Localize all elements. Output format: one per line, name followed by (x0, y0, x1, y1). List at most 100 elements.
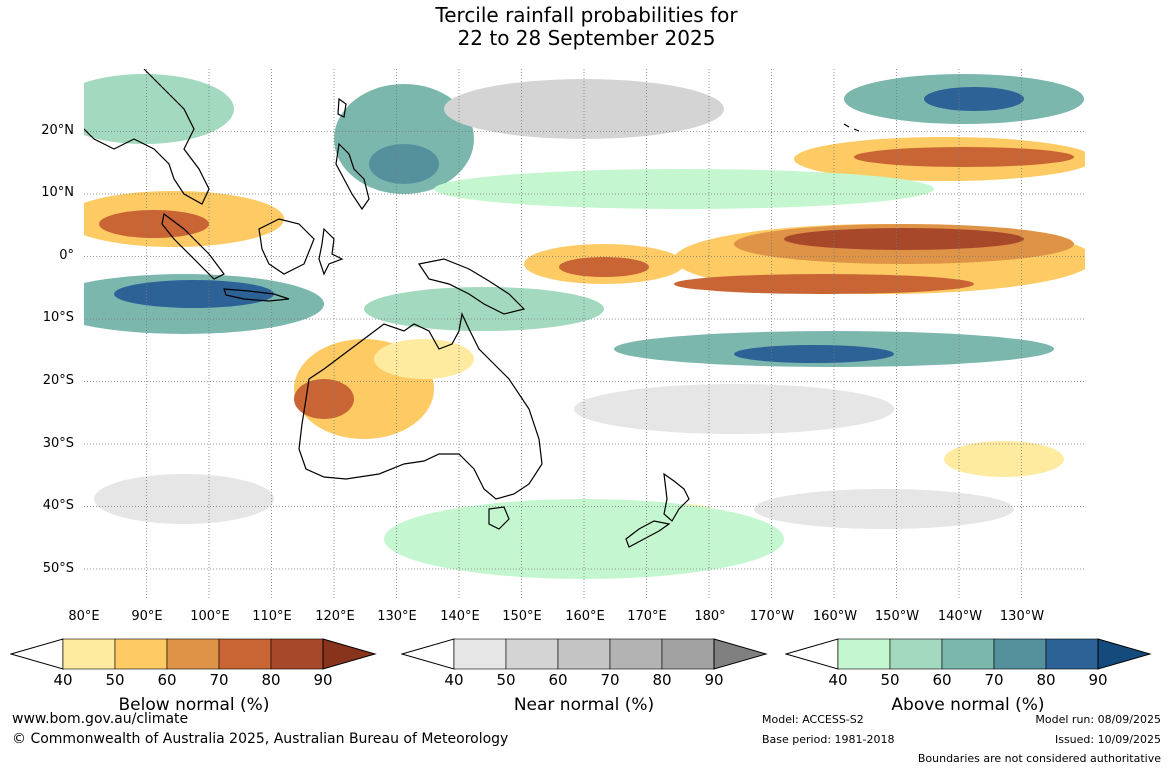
colorbar-below-normal (10, 638, 377, 670)
colorbar-below-swatches (10, 638, 377, 670)
below-field-indian-core (99, 210, 209, 238)
lon-label: 120°E (315, 609, 355, 624)
colorbar-tick: 50 (880, 671, 900, 689)
title-line-2: 22 to 28 September 2025 (457, 26, 716, 50)
colorbar-swatch (941, 638, 995, 670)
lat-label: 10°N (41, 185, 74, 200)
lon-label: 100°E (190, 609, 230, 624)
copyright-text: © Commonwealth of Australia 2025, Austra… (12, 731, 509, 747)
coastlines (84, 69, 860, 548)
indochina-coastline (84, 69, 210, 205)
colorbar-tick: 80 (261, 671, 281, 689)
lat-label: 50°S (42, 561, 74, 576)
issued-date: Issued: 10/09/2025 (1054, 733, 1161, 746)
new-zealand-south-island (625, 520, 671, 548)
colorbar-swatch (270, 638, 324, 670)
colorbar-tick: 50 (496, 671, 516, 689)
near-normal-title: Near normal (%) (513, 695, 655, 715)
lat-label: 20°N (41, 123, 74, 138)
lat-label: 0° (59, 248, 74, 263)
colorbar-tick: 90 (1088, 671, 1108, 689)
taiwan-coastline (337, 97, 347, 118)
above-normal-title: Above normal (%) (891, 695, 1045, 715)
colorbar-tick: 60 (548, 671, 568, 689)
colorbar-swatch-high (1097, 638, 1152, 670)
above-field-indonesia-core (114, 280, 274, 308)
colorbar-swatch-high (713, 638, 768, 670)
lat-label: 20°S (42, 373, 74, 388)
colorbar-swatch (837, 638, 891, 670)
model-name: Model: ACCESS-S2 (762, 713, 864, 726)
above-field-tropics-band (434, 169, 934, 209)
colorbar-swatch (661, 638, 715, 670)
lon-label: 140°E (440, 609, 480, 624)
colorbar-swatch-high (322, 638, 377, 670)
lon-label: 80°E (68, 609, 100, 624)
below-field-southeast-pacific (944, 441, 1064, 477)
colorbar-swatch (114, 638, 168, 670)
map-canvas (84, 69, 1085, 600)
probability-fields (84, 74, 1085, 579)
model-run: Model run: 08/09/2025 (1035, 713, 1161, 726)
lon-label: 160°W (812, 609, 858, 624)
colorbar-tick: 60 (932, 671, 952, 689)
colorbar-swatch (993, 638, 1047, 670)
lon-label: 130°E (377, 609, 417, 624)
colorbar-swatch (505, 638, 559, 670)
above-field-png (364, 287, 604, 331)
lat-label: 10°S (42, 310, 74, 325)
graticule (84, 69, 1085, 600)
colorbar-tick: 60 (157, 671, 177, 689)
sumatra-coastline (161, 212, 225, 280)
lon-label: 170°E (627, 609, 667, 624)
lon-label: 150°W (874, 609, 920, 624)
lon-label: 110°E (252, 609, 292, 624)
borneo-coastline (258, 218, 315, 275)
near-field-indian-south (94, 474, 274, 524)
colorbar-near-normal (401, 638, 768, 670)
title-line-1: Tercile rainfall probabilities for (435, 3, 738, 27)
colorbar-swatch (218, 638, 272, 670)
colorbar-swatch (889, 638, 943, 670)
colorbar-tick: 70 (209, 671, 229, 689)
below-field-south-band (674, 274, 974, 294)
colorbar-tick: 70 (984, 671, 1004, 689)
above-field-spcz-core (734, 345, 894, 363)
lat-label: 30°S (42, 436, 74, 451)
colorbar-tick: 80 (1036, 671, 1056, 689)
java-coastline (223, 288, 290, 302)
colorbar-tick: 90 (313, 671, 333, 689)
lon-label: 130°W (999, 609, 1045, 624)
lon-label: 140°W (937, 609, 983, 624)
colorbar-above-normal (785, 638, 1152, 670)
colorbar-swatch (557, 638, 611, 670)
above-field-philippines-core (369, 144, 439, 184)
hawaii-islands (843, 123, 860, 132)
lon-label: 180° (694, 609, 726, 624)
lon-label: 90°E (131, 609, 163, 624)
lon-label: 160°E (565, 609, 605, 624)
colorbar-swatch (609, 638, 663, 670)
colorbar-swatch (453, 638, 507, 670)
colorbar-tick: 70 (600, 671, 620, 689)
rainfall-probability-map (84, 69, 1085, 600)
philippines-coastline (335, 142, 370, 211)
base-period: Base period: 1981-2018 (762, 733, 895, 746)
colorbar-swatch (62, 638, 116, 670)
lat-label: 40°S (42, 498, 74, 513)
colorbar-swatch-low (785, 638, 839, 670)
colorbar-tick: 50 (105, 671, 125, 689)
lon-label: 150°E (502, 609, 542, 624)
australia-coastline (298, 312, 543, 500)
colorbar-swatch (166, 638, 220, 670)
new-guinea-coastline (418, 258, 526, 315)
below-field-north-pacific-core (854, 147, 1074, 167)
above-field-north-east-pacific-core (924, 87, 1024, 111)
below-field-equator-160e-core (559, 257, 649, 277)
colorbar-tick: 40 (828, 671, 848, 689)
above-field-north-indian (84, 74, 234, 144)
above-field-philippines (334, 84, 474, 194)
website-link[interactable]: www.bom.gov.au/climate (12, 711, 189, 727)
colorbar-tick: 40 (444, 671, 464, 689)
colorbar-above-swatches (785, 638, 1152, 670)
